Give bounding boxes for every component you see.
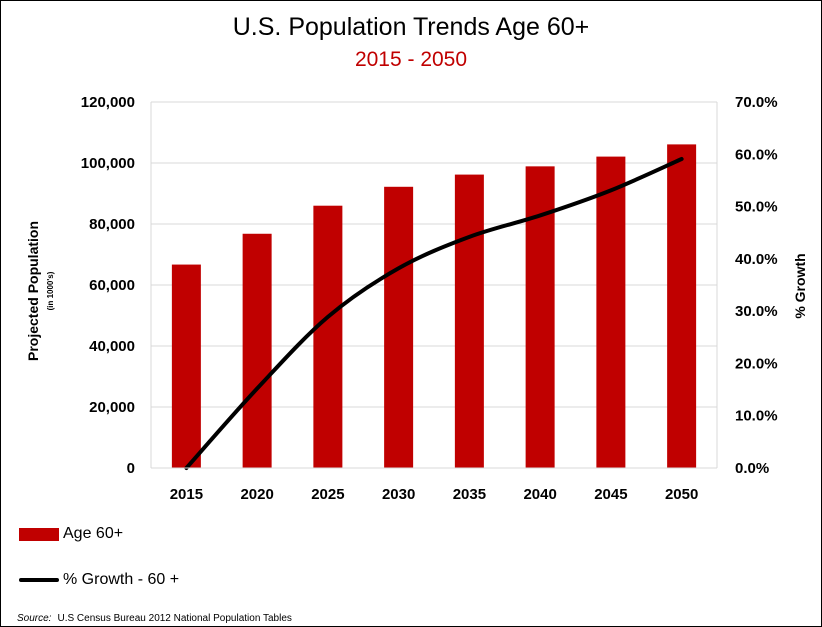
y-tick-label: 20,000 <box>89 399 135 416</box>
x-tick-label: 2020 <box>240 486 273 503</box>
y2-tick-label: 50.0% <box>735 199 778 216</box>
y2-tick-label: 30.0% <box>735 303 778 320</box>
y2-tick-label: 60.0% <box>735 146 778 163</box>
y2-axis-title: % Growth <box>792 253 808 318</box>
bar-series <box>171 144 697 469</box>
y-axis-subtitle: (in 1000's) <box>46 271 55 310</box>
y-tick-label: 120,000 <box>81 94 135 111</box>
x-tick-label: 2025 <box>311 486 344 503</box>
bar <box>667 144 697 468</box>
legend-line-swatch <box>19 578 59 582</box>
y2-tick-label: 40.0% <box>735 251 778 268</box>
y2-tick-label: 10.0% <box>735 408 778 425</box>
y2-tick-label: 70.0% <box>735 94 778 111</box>
bar <box>242 233 272 468</box>
bar <box>313 205 343 468</box>
source-label: Source: <box>17 613 52 624</box>
bar <box>596 156 626 468</box>
line-series <box>184 156 684 470</box>
y-tick-label: 80,000 <box>89 216 135 233</box>
legend-item-line: % Growth - 60 + <box>19 571 179 589</box>
legend-item-bar: Age 60+ <box>19 525 123 543</box>
y-tick-label: 40,000 <box>89 338 135 355</box>
source-text: U.S Census Bureau 2012 National Populati… <box>57 613 292 624</box>
x-tick-label: 2030 <box>382 486 415 503</box>
bar <box>171 264 201 468</box>
bar <box>384 186 414 469</box>
x-tick-label: 2040 <box>523 486 556 503</box>
legend-bar-swatch <box>19 527 59 541</box>
chart-title: U.S. Population Trends Age 60+ <box>232 13 590 41</box>
y-tick-label: 0 <box>127 460 135 477</box>
x-tick-label: 2050 <box>665 486 698 503</box>
x-tick-label: 2015 <box>170 486 203 503</box>
y2-tick-label: 20.0% <box>735 355 778 372</box>
legend-line-label: % Growth - 60 + <box>63 571 180 588</box>
chart-subtitle: 2015 - 2050 <box>354 48 468 71</box>
bar <box>454 174 484 468</box>
legend-bar-label: Age 60+ <box>63 525 124 542</box>
x-tick-label: 2045 <box>594 486 627 503</box>
axes: 0 20,000 40,000 60,000 80,000 100,000 120,000 0… <box>25 94 808 503</box>
x-tick-label: 2035 <box>453 486 486 503</box>
y-tick-label: 100,000 <box>81 155 135 172</box>
source-note: Source: U.S Census Bureau 2012 National P… <box>17 613 292 624</box>
y-tick-label: 60,000 <box>89 277 135 294</box>
y-axis-title: Projected Population <box>25 221 41 361</box>
y2-tick-label: 0.0% <box>735 460 769 477</box>
